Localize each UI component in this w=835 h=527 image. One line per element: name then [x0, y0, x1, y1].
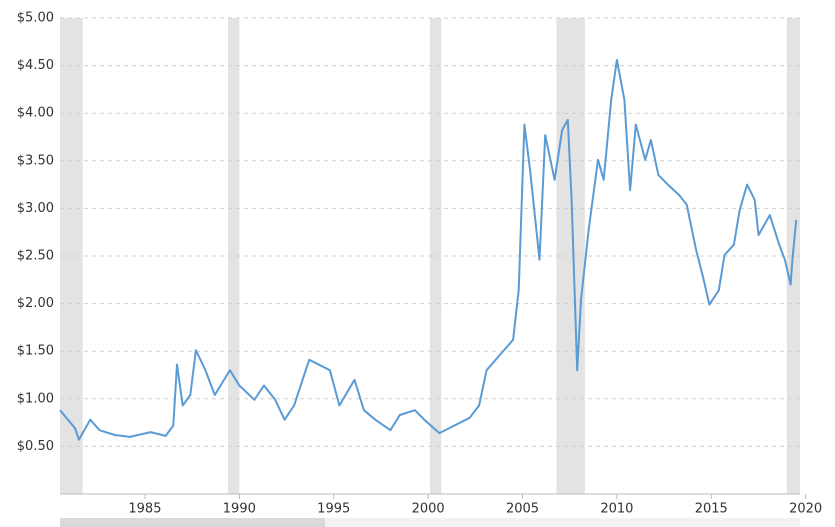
x-tick-label: 2020	[789, 502, 822, 517]
x-tick-label: 2015	[695, 502, 728, 517]
x-tick-label: 1995	[317, 502, 350, 517]
y-tick-label: $3.50	[17, 153, 54, 168]
y-tick-label: $1.00	[17, 391, 54, 406]
y-tick-label: $5.00	[17, 11, 54, 26]
scrollbar-thumb	[60, 518, 325, 527]
x-tick-label: 2010	[600, 502, 633, 517]
y-tick-label: $2.50	[17, 249, 54, 264]
y-tick-label: $4.50	[17, 58, 54, 73]
y-tick-label: $4.00	[17, 106, 54, 121]
x-tick-label: 2005	[506, 502, 539, 517]
x-tick-label: 1990	[223, 502, 256, 517]
y-tick-label: $1.50	[17, 344, 54, 359]
price-line	[59, 58, 798, 441]
x-tick-label: 1985	[128, 502, 161, 517]
scrollbar-track	[60, 518, 800, 527]
y-tick-label: $2.00	[17, 296, 54, 311]
y-tick-label: $0.50	[17, 439, 54, 454]
recession-band	[228, 18, 240, 494]
x-tick-label: 2000	[412, 502, 445, 517]
y-tick-label: $3.00	[17, 201, 54, 216]
recession-band	[430, 18, 442, 494]
